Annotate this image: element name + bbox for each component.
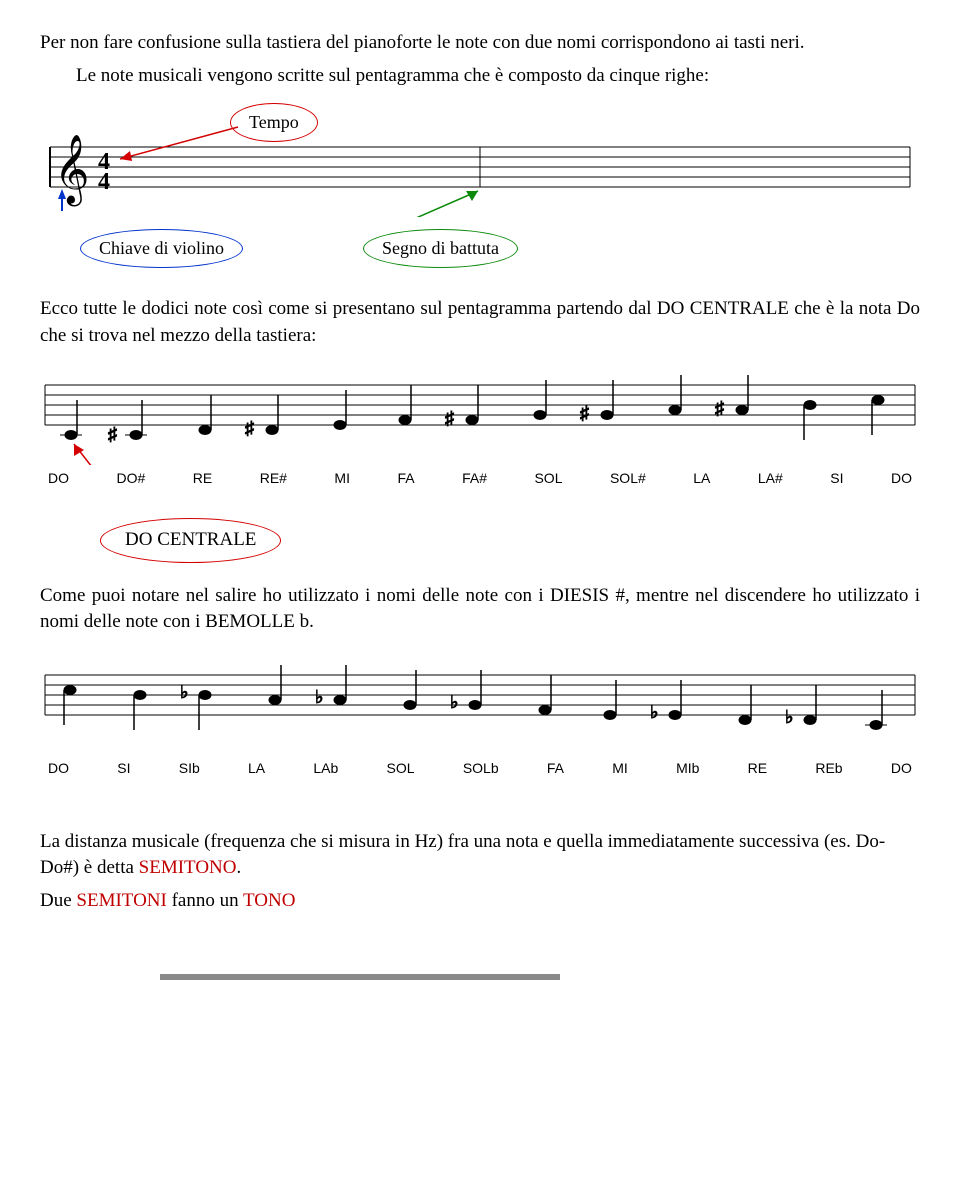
svg-text:4: 4 — [98, 169, 110, 195]
tempo-callout: Tempo — [230, 103, 318, 142]
text: . — [236, 857, 241, 878]
callout-row: Chiave di violino Segno di battuta — [80, 229, 920, 268]
note-label: RE# — [260, 469, 287, 489]
semitoni-word: SEMITONI — [76, 890, 166, 911]
svg-text:♭: ♭ — [785, 707, 794, 727]
svg-text:♭: ♭ — [650, 702, 659, 722]
paragraph-tono: Due SEMITONI fanno un TONO — [40, 888, 920, 915]
note-label: FA — [547, 759, 564, 779]
note-label: LA — [248, 759, 265, 779]
svg-text:♭: ♭ — [315, 687, 324, 707]
footer-rule — [160, 974, 560, 980]
note-label: REb — [815, 759, 842, 779]
note-label: FA — [397, 469, 414, 489]
note-label: DO — [891, 469, 912, 489]
do-centrale-callout-wrap: DO CENTRALE — [100, 518, 920, 563]
note-label: LA# — [758, 469, 783, 489]
svg-text:♯: ♯ — [108, 424, 117, 444]
note-label: SIb — [179, 759, 200, 779]
text: Due — [40, 890, 76, 911]
svg-text:♯: ♯ — [580, 403, 589, 423]
segno-callout: Segno di battuta — [363, 229, 518, 268]
descending-note-labels: DO SI SIb LA LAb SOL SOLb FA MI MIb RE REb DO — [40, 759, 920, 779]
svg-text:𝄞: 𝄞 — [54, 135, 89, 206]
note-label: SI — [117, 759, 130, 779]
note-label: MI — [334, 469, 350, 489]
note-label: MIb — [676, 759, 699, 779]
note-label: DO — [48, 759, 69, 779]
ascending-note-labels: DO DO# RE RE# MI FA FA# SOL SOL# LA LA# SI DO — [40, 469, 920, 489]
note-label: SOLb — [463, 759, 499, 779]
tono-word: TONO — [243, 890, 295, 911]
note-label: SOL — [534, 469, 562, 489]
paragraph-diesis-bemolle: Come puoi notare nel salire ho utilizzat… — [40, 583, 920, 636]
note-label: SOL — [387, 759, 415, 779]
svg-text:♯: ♯ — [445, 408, 454, 428]
svg-text:♯: ♯ — [715, 398, 724, 418]
semitono-word: SEMITONO — [139, 857, 237, 878]
ascending-scale-diagram: ♯ ♯ ♯ ♯ — [40, 370, 920, 489]
note-label: MI — [612, 759, 628, 779]
note-label: DO — [891, 759, 912, 779]
note-label: LAb — [313, 759, 338, 779]
staff-svg-2: ♯ ♯ ♯ ♯ — [40, 370, 920, 465]
note-label: DO — [48, 469, 69, 489]
paragraph-dodici: Ecco tutte le dodici note così come si p… — [40, 296, 920, 349]
chiave-callout: Chiave di violino — [80, 229, 243, 268]
staff-svg-1: 𝄞 4 4 — [40, 107, 920, 217]
note-label: SI — [830, 469, 843, 489]
svg-text:♭: ♭ — [180, 682, 189, 702]
note-label: FA# — [462, 469, 487, 489]
do-centrale-callout: DO CENTRALE — [100, 518, 281, 563]
empty-staff-diagram: Tempo 𝄞 4 4 — [40, 107, 920, 217]
note-label: SOL# — [610, 469, 646, 489]
note-label: RE — [193, 469, 212, 489]
svg-text:♭: ♭ — [450, 692, 459, 712]
note-label: DO# — [116, 469, 145, 489]
staff-svg-3: ♭ ♭ ♭ ♭ ♭ — [40, 660, 920, 755]
note-label: RE — [748, 759, 767, 779]
text: fanno un — [167, 890, 243, 911]
svg-text:♯: ♯ — [245, 418, 254, 438]
paragraph-pentagramma: Le note musicali vengono scritte sul pen… — [40, 63, 920, 90]
paragraph-intro: Per non fare confusione sulla tastiera d… — [40, 30, 920, 57]
note-label: LA — [693, 469, 710, 489]
paragraph-semitono: La distanza musicale (frequenza che si m… — [40, 829, 920, 882]
descending-scale-diagram: ♭ ♭ ♭ ♭ ♭ DO — [40, 660, 920, 779]
